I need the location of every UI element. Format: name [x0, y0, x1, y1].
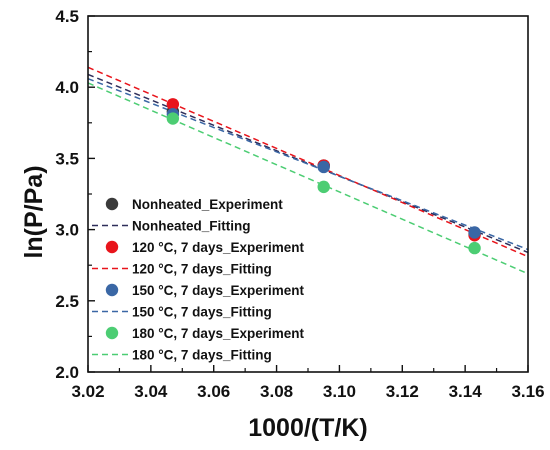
x-tick-label: 3.14	[449, 382, 483, 401]
legend-marker-180-c-7-days-experiment	[105, 326, 119, 340]
y-tick-label: 2.5	[55, 292, 79, 311]
x-tick-label: 3.10	[323, 382, 356, 401]
legend-label-120-c-7-days-fitting: 120 °C, 7 days_Fitting	[132, 262, 272, 277]
y-tick-label: 4.0	[55, 78, 79, 97]
x-tick-label: 3.02	[71, 382, 104, 401]
data-point-180-c-7-days-experiment	[317, 180, 330, 194]
y-axis-title: ln(P/Pa)	[20, 165, 48, 258]
y-tick-label: 2.0	[55, 363, 79, 382]
fit-line-nonheated-fitting	[88, 73, 528, 254]
x-tick-label: 3.08	[260, 382, 293, 401]
legend-label-nonheated-experiment: Nonheated_Experiment	[132, 197, 283, 212]
y-tick-label: 3.5	[55, 149, 79, 168]
y-tick-label: 3.0	[55, 221, 79, 240]
data-point-180-c-7-days-experiment	[468, 241, 481, 255]
x-tick-label: 3.04	[134, 382, 168, 401]
legend-marker-nonheated-experiment	[105, 197, 119, 211]
legend-label-120-c-7-days-experiment: 120 °C, 7 days_Experiment	[132, 240, 304, 255]
legend-label-180-c-7-days-fitting: 180 °C, 7 days_Fitting	[132, 348, 272, 363]
legend-label-150-c-7-days-fitting: 150 °C, 7 days_Fitting	[132, 305, 272, 320]
data-point-180-c-7-days-experiment	[166, 112, 180, 125]
legend-label-150-c-7-days-experiment: 150 °C, 7 days_Experiment	[132, 283, 304, 298]
legend-label-nonheated-fitting: Nonheated_Fitting	[132, 219, 251, 234]
fit-line-150-c-7-days-fitting	[88, 77, 528, 251]
y-tick-label: 4.5	[55, 7, 79, 26]
x-tick-label: 3.16	[511, 382, 544, 401]
data-point-150-c-7-days-experiment	[468, 226, 481, 239]
data-point-120-c-7-days-experiment	[166, 98, 180, 111]
x-axis-title: 1000/(T/K)	[248, 414, 367, 442]
x-tick-label: 3.06	[197, 382, 230, 401]
legend-marker-150-c-7-days-experiment	[105, 283, 119, 297]
legend-label-180-c-7-days-experiment: 180 °C, 7 days_Experiment	[132, 326, 304, 341]
legend-marker-120-c-7-days-experiment	[105, 240, 119, 254]
data-point-150-c-7-days-experiment	[317, 160, 330, 174]
plot-frame	[87, 15, 529, 373]
x-tick-label: 3.12	[386, 382, 419, 401]
